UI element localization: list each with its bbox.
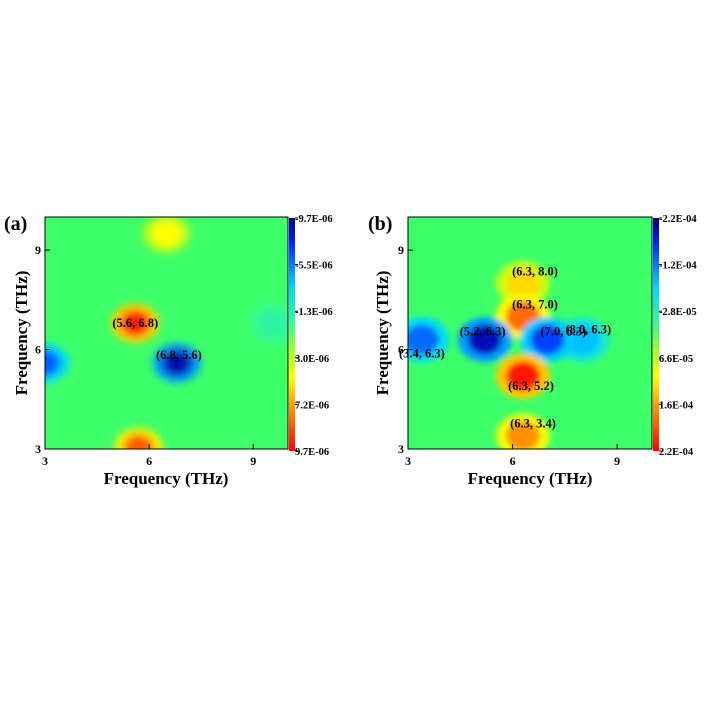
panel-a-peak-label: (5.6, 6.8): [112, 316, 158, 330]
panel-a-x-tick-label: 9: [250, 454, 256, 468]
panel-a-y-tick-label: 3: [35, 442, 41, 456]
panel-b-y-tick-label: 9: [398, 243, 404, 257]
panel-a-colorbar-tick-label: 9.7E-06: [295, 447, 329, 458]
panel-a-heat-peak: [151, 220, 182, 247]
panel-a-heat-peak: [45, 349, 60, 376]
panel-b-heat-peak: [467, 324, 502, 355]
panel-b-x-axis-title: Frequency (THz): [468, 469, 593, 488]
panel-a-colorbar-tick-label: 7.2E-06: [295, 400, 329, 411]
panel-a: (a) 3 6 9 3 6 9 (5.6, 6.8) (6.8, 5.6) Frequenc…: [4, 213, 333, 488]
panel-b-x-tick-label: 9: [614, 454, 620, 468]
panel-a-colorbar-tick-label: -1.3E-06: [295, 307, 333, 318]
panel-b-peak-label: (7.0, 6.3): [541, 325, 587, 339]
panel-a-colorbar: [289, 218, 295, 451]
panel-b-colorbar-tick-label: -2.8E-05: [659, 307, 697, 318]
panel-b-peak-label: (6.3, 8.0): [512, 264, 558, 278]
panel-a-heat-peak: [161, 349, 192, 376]
panel-a-x-tick-label: 3: [42, 454, 48, 468]
panel-b-heat-peak: [506, 420, 541, 449]
panel-a-y-tick-label: 9: [35, 243, 41, 257]
panel-b-heat-peak: [506, 268, 541, 299]
panel-a-colorbar-tick-label: -9.7E-06: [295, 214, 333, 225]
panel-a-plot-background: [45, 217, 288, 449]
panel-b-x-tick-label: 3: [405, 454, 411, 468]
panel-b-colorbar-tick-label: 6.6E-05: [659, 354, 693, 365]
panel-b-heat-peak: [565, 324, 600, 355]
panel-b-peak-label: (6.3, 3.4): [510, 417, 556, 431]
panel-b-heat-peak: [506, 361, 541, 392]
panel-b-peak-label: (6.3, 7.0): [512, 297, 558, 311]
panel-a-frame: [44, 216, 289, 450]
panel-b-peak-label: (3.4, 6.3): [399, 347, 445, 361]
panel-a-y-tick-label: 6: [35, 343, 41, 357]
panel-b-y-tick-label: 6: [398, 343, 404, 357]
panel-b-peak-label: (8.0, 6.3): [565, 323, 611, 337]
panel-a-heat-peak: [123, 434, 154, 449]
panel-a-y-axis-title: Frequency (THz): [12, 271, 31, 396]
panel-b-peak-label: (5.2, 6.3): [460, 325, 506, 339]
panel-b-heat-peak: [408, 324, 439, 355]
panel-b-y-tick-label: 3: [398, 442, 404, 456]
panel-a-colorbar-tick-label: -5.5E-06: [295, 261, 333, 272]
panel-b-heatmap: [408, 260, 610, 449]
panel-b-colorbar-tick-label: 1.6E-04: [659, 400, 694, 411]
panel-a-label: (a): [4, 213, 27, 235]
panel-b-colorbar-tick-label: -2.2E-04: [659, 214, 697, 225]
panel-a-heatmap: [45, 217, 288, 449]
panel-b-frame: [407, 216, 653, 450]
panel-a-heat-peak: [259, 310, 288, 337]
panel-a-x-tick-label: 6: [146, 454, 152, 468]
panel-a-peak-label: (6.8, 5.6): [156, 348, 202, 362]
panel-b-label: (b): [368, 213, 392, 235]
panel-b-y-axis-title: Frequency (THz): [373, 271, 392, 396]
panel-b-colorbar-tick-label: -1.2E-04: [659, 261, 697, 272]
panel-b-x-tick-label: 6: [510, 454, 516, 468]
panel-b-colorbar: [653, 218, 659, 451]
panel-b-colorbar-tick-label: 2.2E-04: [659, 447, 694, 458]
panel-a-colorbar-tick-label: 3.0E-06: [295, 354, 329, 365]
panel-a-x-axis-title: Frequency (THz): [104, 469, 229, 488]
panel-b-peak-label: (6.3, 5.2): [508, 379, 554, 393]
panel-b: (b) 3 6 9 3 6 9 (6.3, 8.0) (6.3, 7.0) (5.2, 6.3…: [368, 213, 697, 488]
panel-b-heat-peak: [530, 324, 565, 355]
panel-a-heat-peak: [120, 310, 151, 337]
